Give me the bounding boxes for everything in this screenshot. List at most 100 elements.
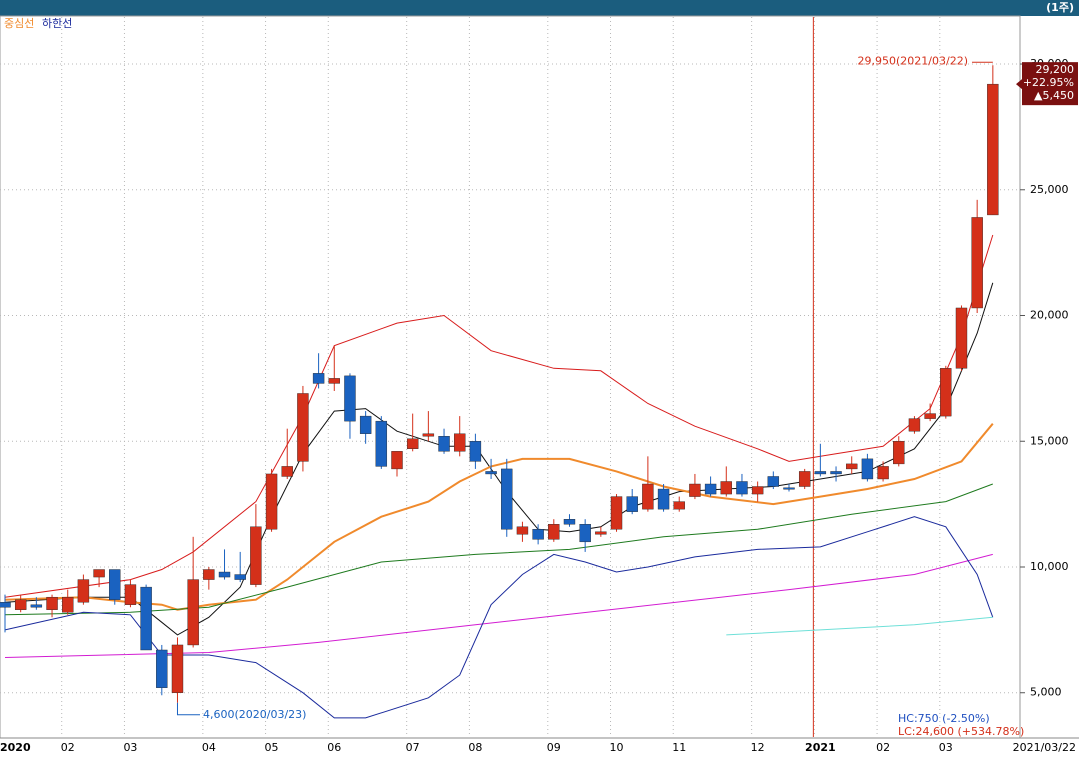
candle-body bbox=[124, 584, 137, 605]
candle-body bbox=[422, 433, 435, 437]
plot-frame bbox=[0, 15, 1021, 739]
hc-label: HC:750 (-2.50%) bbox=[898, 712, 990, 725]
candle-body bbox=[218, 571, 231, 578]
candle-body bbox=[328, 378, 340, 384]
candle-body bbox=[908, 418, 921, 432]
lc-label: LC:24,600 (+534.78%) bbox=[898, 725, 1024, 738]
candle-body bbox=[312, 373, 325, 384]
candle-body bbox=[250, 526, 262, 585]
x-tick-label: 06 bbox=[327, 741, 341, 754]
candle-body bbox=[798, 471, 811, 487]
candle-body bbox=[469, 441, 482, 462]
candle-body bbox=[297, 393, 309, 462]
candle-body bbox=[877, 466, 889, 480]
legend-entry: 중심선 bbox=[4, 17, 34, 30]
candle-body bbox=[516, 526, 529, 535]
x-tick-label: 12 bbox=[751, 741, 765, 754]
x-tick-label: 08 bbox=[468, 741, 482, 754]
indicator-line bbox=[4, 553, 993, 658]
candle-body bbox=[391, 451, 403, 470]
candle-body bbox=[846, 463, 858, 470]
x-tick-label: 04 bbox=[202, 741, 216, 754]
candle-body bbox=[548, 524, 560, 540]
min-annotation: 4,600(2020/03/23) bbox=[203, 708, 306, 721]
candle-body bbox=[642, 483, 654, 510]
candle-body bbox=[579, 524, 591, 543]
candle-body bbox=[987, 83, 999, 216]
candle-body bbox=[767, 476, 780, 487]
candle-body bbox=[971, 217, 983, 309]
candle-body bbox=[673, 501, 685, 510]
y-tick-label: 25,000 bbox=[1030, 183, 1069, 196]
candle-body bbox=[689, 483, 701, 497]
candle-body bbox=[406, 438, 419, 449]
x-tick-label: 10 bbox=[610, 741, 624, 754]
candle-body bbox=[783, 487, 795, 490]
top-bar bbox=[0, 0, 1079, 16]
indicator-line bbox=[4, 423, 994, 611]
grid bbox=[0, 17, 1020, 737]
indicator-line bbox=[4, 516, 994, 719]
candle-body bbox=[234, 574, 246, 580]
candle-body bbox=[359, 415, 372, 434]
candle-body bbox=[720, 481, 732, 495]
indicator-line bbox=[4, 234, 994, 598]
price-tag-text: ▲5,450 bbox=[1034, 89, 1074, 102]
candle-body bbox=[736, 481, 748, 495]
price-tag-arrow bbox=[1016, 79, 1022, 90]
candle-body bbox=[595, 531, 607, 535]
candle-body bbox=[265, 473, 278, 530]
candle-body bbox=[14, 599, 27, 610]
x-tick-label: 03 bbox=[123, 741, 137, 754]
candle-body bbox=[924, 413, 936, 419]
indicator-line bbox=[4, 282, 994, 636]
candle-body bbox=[62, 596, 74, 613]
candle-body bbox=[438, 436, 450, 452]
candle-body bbox=[955, 307, 968, 369]
period-label: (1주) bbox=[1046, 1, 1074, 14]
candle-body bbox=[344, 375, 356, 422]
x-tick-label: 07 bbox=[406, 741, 420, 754]
candle-body bbox=[30, 604, 43, 608]
candle-body bbox=[187, 579, 199, 646]
x-tick-label: 03 bbox=[939, 741, 953, 754]
x-tick-label: 2021 bbox=[805, 741, 836, 754]
candle-body bbox=[657, 488, 670, 510]
candle-body bbox=[0, 602, 11, 608]
candle-body bbox=[610, 496, 623, 530]
candle-body bbox=[563, 519, 576, 525]
y-tick-label: 15,000 bbox=[1030, 434, 1069, 447]
candle-body bbox=[814, 471, 827, 475]
candle-body bbox=[751, 486, 764, 495]
x-tick-label: 02 bbox=[876, 741, 890, 754]
candle-body bbox=[109, 569, 121, 600]
candle-body bbox=[156, 649, 168, 688]
x-tick-label: 11 bbox=[672, 741, 686, 754]
candle-body bbox=[626, 496, 638, 512]
x-tick-label: 2020 bbox=[0, 741, 31, 754]
last-date: 2021/03/22 bbox=[1013, 741, 1076, 754]
candle-body bbox=[454, 433, 466, 452]
candle-body bbox=[532, 529, 544, 540]
candle-body bbox=[830, 471, 842, 475]
indicator-line bbox=[4, 483, 993, 616]
price-tag bbox=[1022, 62, 1078, 106]
candle-body bbox=[375, 420, 388, 467]
candle-body bbox=[501, 468, 513, 530]
candle-body bbox=[704, 483, 717, 495]
legend-entry: 하한선 bbox=[42, 16, 72, 30]
candle-body bbox=[203, 569, 215, 580]
candle-body bbox=[485, 471, 497, 475]
x-tick-label: 02 bbox=[61, 741, 75, 754]
candle-body bbox=[893, 441, 905, 465]
x-tick-label: 09 bbox=[547, 741, 561, 754]
candle-body bbox=[940, 368, 952, 417]
candle-body bbox=[140, 586, 152, 651]
y-tick-label: 20,000 bbox=[1030, 309, 1069, 322]
price-tag-text: +22.95% bbox=[1023, 76, 1074, 89]
candle-body bbox=[281, 466, 293, 477]
candle-body bbox=[171, 644, 184, 693]
candle-body bbox=[93, 569, 105, 578]
price-tag-text: 29,200 bbox=[1036, 63, 1075, 76]
